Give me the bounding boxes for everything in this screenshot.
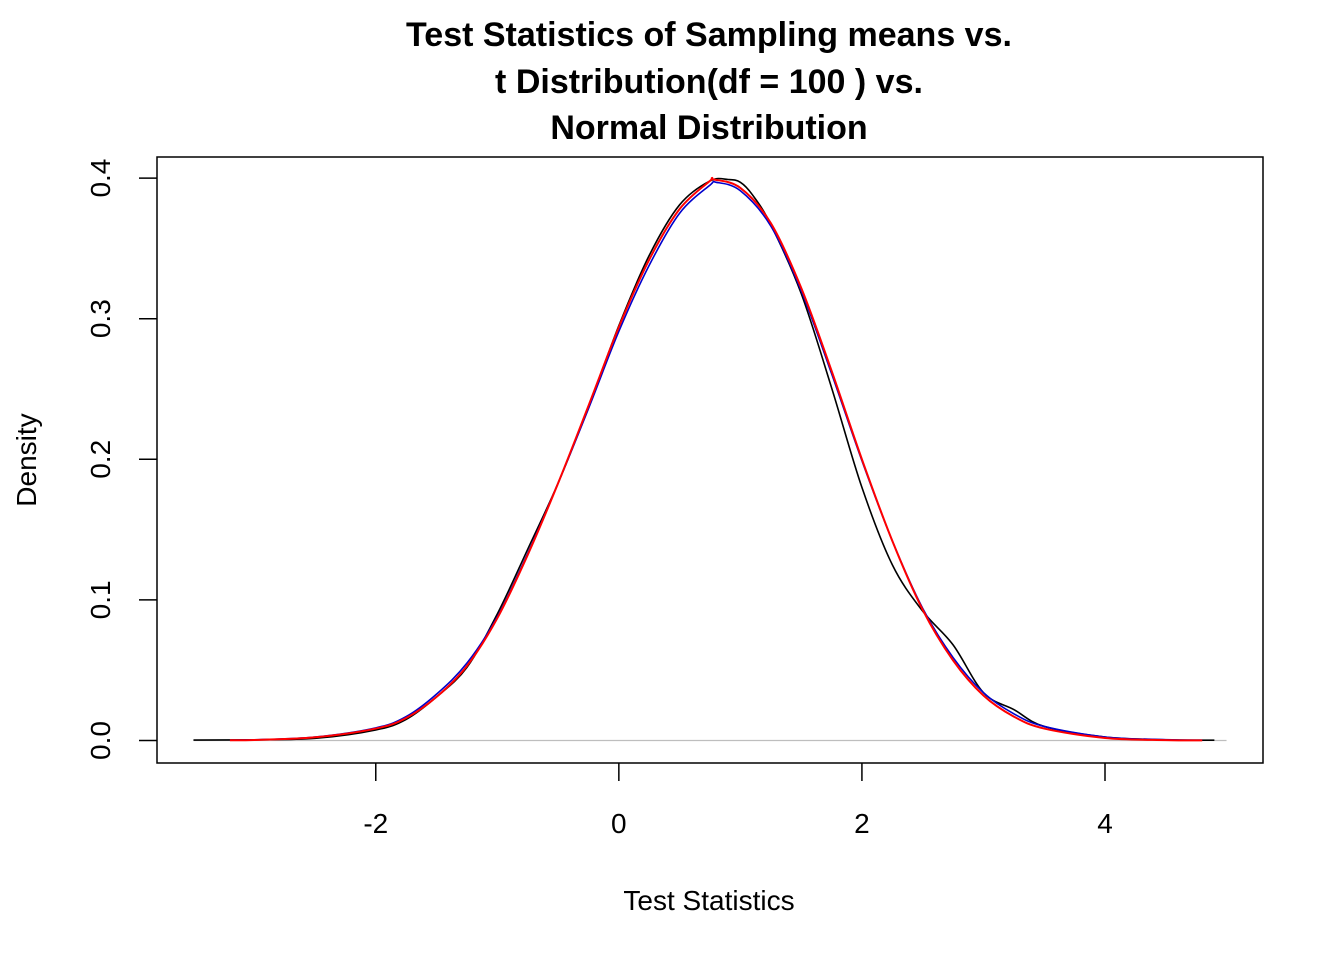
x-axis-ticks: -2 0 2 4 [363, 763, 1113, 839]
y-axis-label: Density [11, 413, 42, 506]
y-axis-ticks: 0.0 0.1 0.2 0.3 0.4 [85, 159, 157, 760]
x-tick-label: 0 [611, 808, 627, 839]
x-tick-label: 4 [1097, 808, 1113, 839]
x-tick-label: 2 [854, 808, 870, 839]
y-tick-label: 0.4 [85, 159, 116, 198]
chart-title-line-1: Test Statistics of Sampling means vs. [406, 16, 1012, 54]
y-tick-label: 0.3 [85, 299, 116, 338]
chart-title-line-3: Normal Distribution [550, 109, 867, 147]
y-tick-label: 0.0 [85, 721, 116, 760]
density-curve-1 [193, 177, 1215, 742]
x-axis-label: Test Statistics [623, 885, 794, 916]
chart-title-line-2: t Distribution(df = 100 ) vs. [495, 63, 923, 101]
chart-title: Test Statistics of Sampling means vs. t … [406, 16, 1012, 147]
series-layer [193, 176, 1215, 742]
y-tick-label: 0.2 [85, 440, 116, 479]
density-curve-3 [229, 176, 1203, 742]
x-tick-label: -2 [363, 808, 388, 839]
y-tick-label: 0.1 [85, 580, 116, 619]
density-curve-2 [229, 180, 1203, 742]
plot-frame [156, 156, 1264, 764]
